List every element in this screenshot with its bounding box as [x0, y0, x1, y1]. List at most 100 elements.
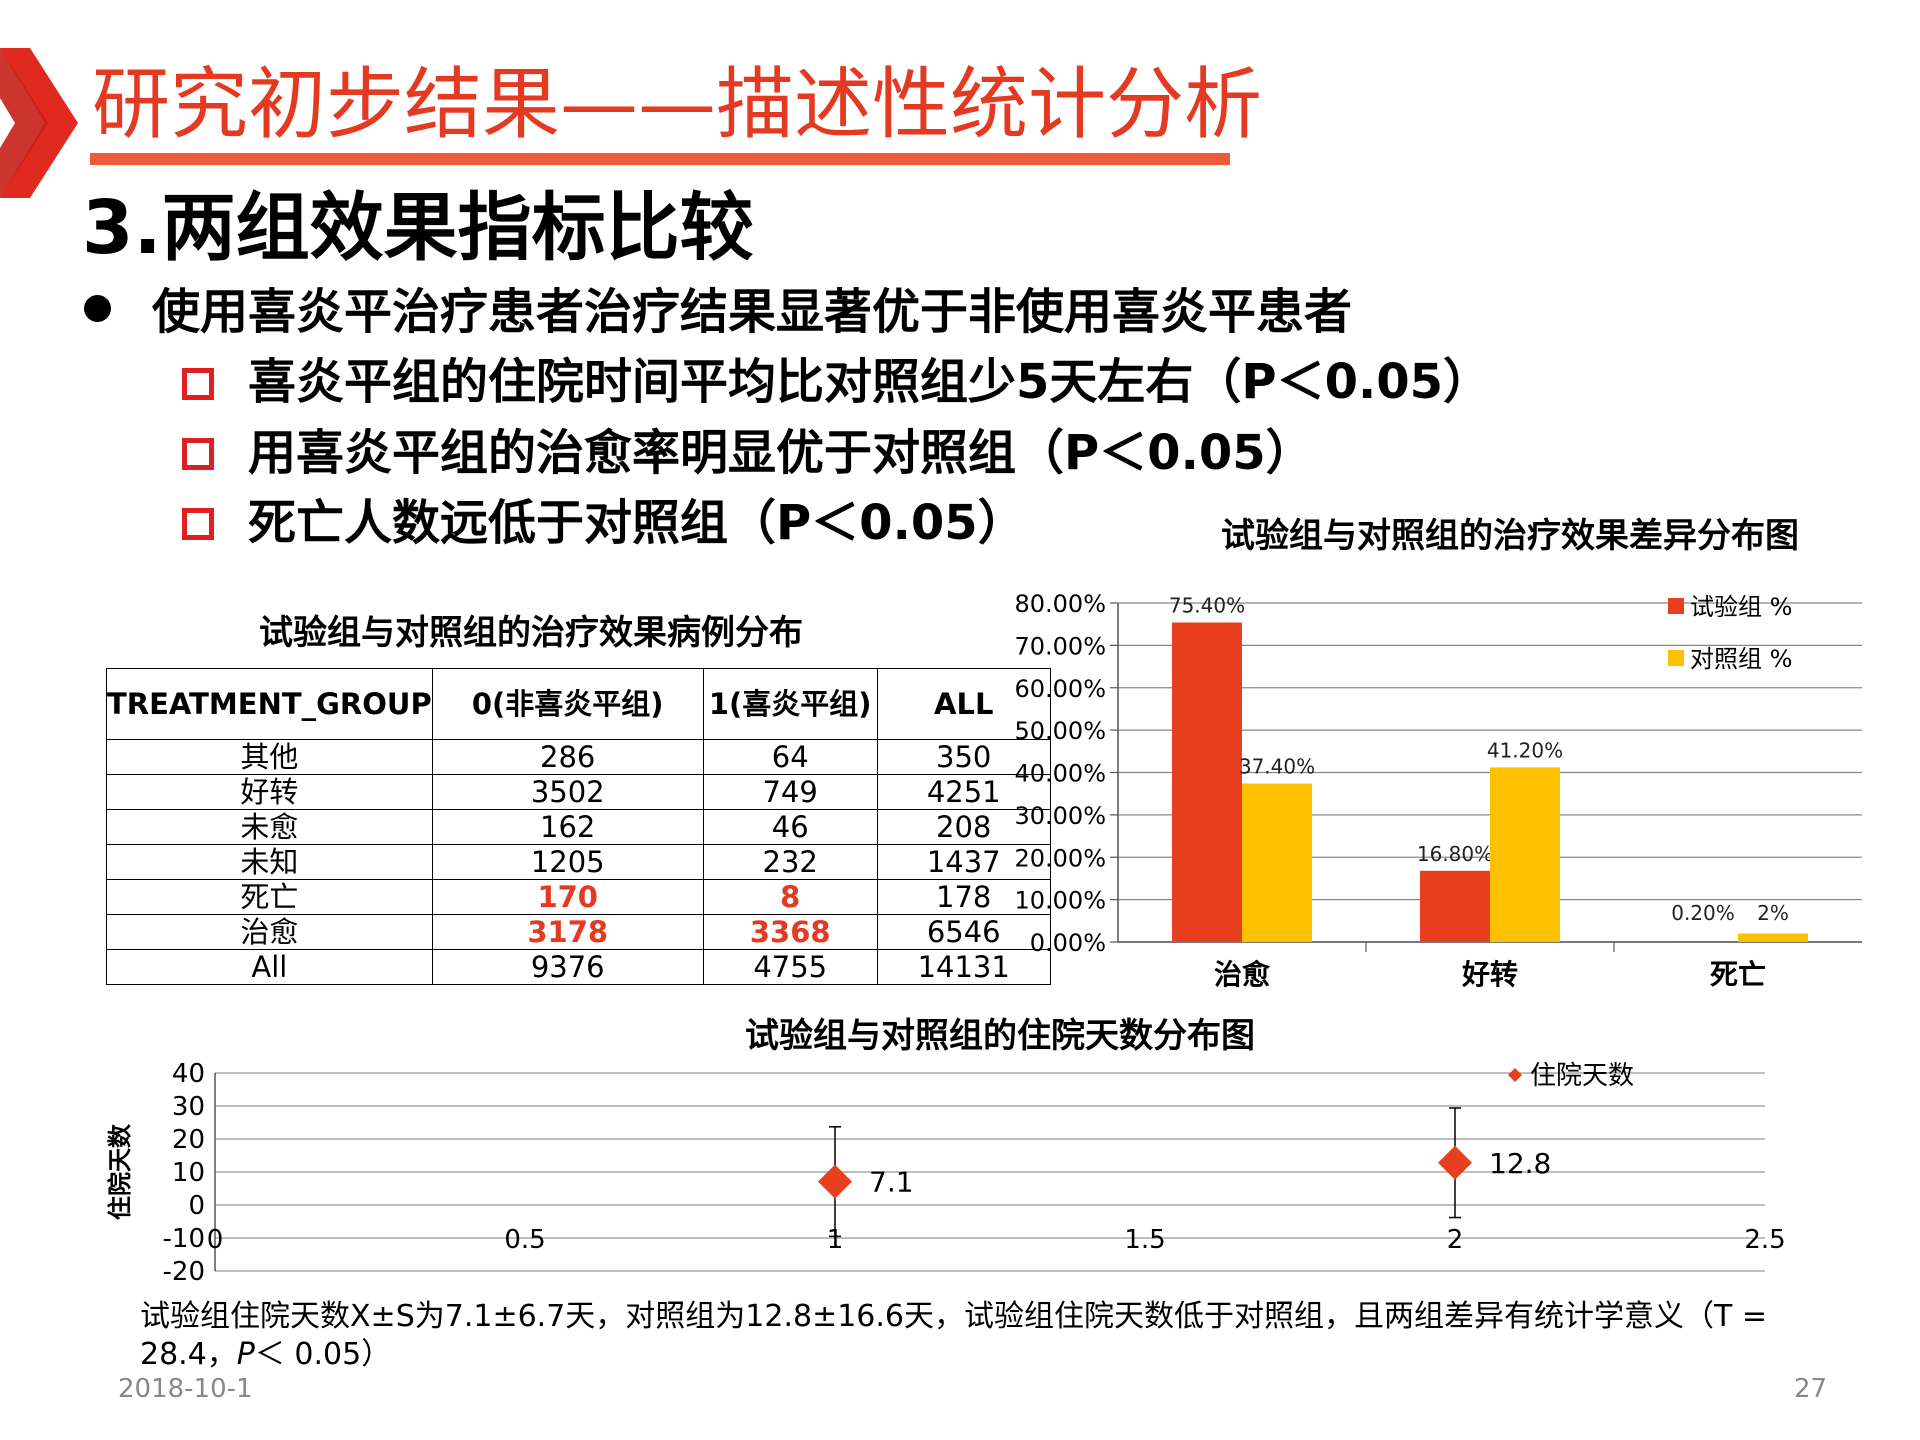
table-cell: 治愈	[106, 914, 433, 950]
slide-title: 研究初步结果——描述性统计分析	[92, 60, 1263, 150]
bar	[1490, 767, 1560, 942]
table-cell: 8	[702, 879, 878, 915]
table-cell: 46	[702, 809, 878, 845]
x-category-label: 好转	[1461, 958, 1518, 991]
y-tick-label: 20	[172, 1125, 205, 1155]
table-row: 未知 1205 232 1437	[106, 844, 1051, 880]
y-tick-label: -10	[163, 1224, 205, 1254]
table-row: 死亡 170 8 178	[106, 879, 1051, 915]
table-cell: 未愈	[106, 809, 433, 845]
table-cell: 其他	[106, 739, 433, 775]
table-cell: 208	[876, 809, 1051, 845]
page-number: 27	[1794, 1374, 1828, 1404]
table-row: 治愈 3178 3368 6546	[106, 914, 1051, 950]
y-tick-label: 10.00%	[1014, 887, 1106, 915]
table-cell: All	[106, 949, 433, 985]
table-cell: 232	[702, 844, 878, 880]
y-tick-label: 60.00%	[1014, 675, 1106, 703]
table-row: 未愈 162 46 208	[106, 809, 1051, 845]
table-cell: 9376	[431, 949, 704, 985]
y-tick-label: 40	[172, 1059, 205, 1089]
data-label: 7.1	[869, 1166, 914, 1199]
table-cell: 未知	[106, 844, 433, 880]
data-label: 41.20%	[1487, 738, 1563, 762]
y-tick-label: 70.00%	[1014, 632, 1106, 660]
table-cell: 死亡	[106, 879, 433, 915]
table-title: 试验组与对照组的治疗效果病例分布	[259, 613, 803, 653]
table-cell: 3502	[431, 774, 704, 810]
table-cell: 1437	[876, 844, 1051, 880]
legend-swatch	[1668, 650, 1684, 666]
legend-swatch	[1668, 598, 1684, 614]
y-tick-label: 50.00%	[1014, 717, 1106, 745]
scatter-chart-title: 试验组与对照组的住院天数分布图	[745, 1016, 1255, 1056]
case-table: TREATMENT_GROUP 0(非喜炎平组) 1(喜炎平组) ALL 其他 …	[106, 668, 1051, 985]
main-bullet: 使用喜炎平治疗患者治疗结果显著优于非使用喜炎平患者	[152, 284, 1353, 340]
footer-note-text: 试验组住院天数X±S为7.1±6.7天，对照组为12.8±16.6天，试验组住院…	[140, 1299, 1768, 1372]
chevron-arrow-icon	[0, 48, 78, 198]
x-tick-label: 2	[1447, 1225, 1464, 1255]
bar	[1738, 933, 1808, 942]
y-tick-label: 40.00%	[1014, 760, 1106, 788]
data-point	[1438, 1145, 1472, 1180]
data-label: 12.8	[1489, 1147, 1551, 1180]
y-tick-label: 30.00%	[1014, 802, 1106, 830]
table-cell: 3178	[431, 914, 704, 950]
legend-label: 住院天数	[1530, 1061, 1634, 1091]
footer-note-end: ＜ 0.05）	[254, 1337, 392, 1372]
table-header: 1(喜炎平组)	[702, 668, 878, 740]
legend-label: 对照组 %	[1690, 645, 1792, 673]
data-label: 75.40%	[1169, 593, 1245, 617]
sub-bullet: 用喜炎平组的治愈率明显优于对照组（P＜0.05）	[248, 425, 1314, 481]
table-row: 其他 286 64 350	[106, 739, 1051, 775]
section-heading: 3.两组效果指标比较	[82, 185, 754, 271]
checkbox-bullet-icon	[182, 368, 214, 400]
y-tick-label: 0.00%	[1030, 929, 1106, 957]
y-tick-label: 30	[172, 1092, 205, 1122]
y-tick-label: -20	[163, 1257, 205, 1285]
data-label: 37.40%	[1239, 755, 1315, 779]
x-tick-label: 0.5	[504, 1225, 545, 1255]
table-cell: 178	[876, 879, 1051, 915]
table-row: All 9376 4755 14131	[106, 949, 1051, 985]
legend-marker	[1508, 1068, 1522, 1082]
bar	[1172, 622, 1242, 942]
x-category-label: 治愈	[1214, 958, 1270, 991]
x-tick-label: 1.5	[1124, 1225, 1165, 1255]
sub-bullet: 喜炎平组的住院时间平均比对照组少5天左右（P＜0.05）	[248, 354, 1492, 410]
bar-chart: 0.00% 10.00% 20.00% 30.00% 40.00% 50.00% 60.00…	[1014, 590, 1862, 991]
data-label: 16.80%	[1417, 842, 1493, 866]
data-label: 0.20%	[1671, 901, 1735, 925]
sub-bullet: 死亡人数远低于对照组（P＜0.05）	[248, 495, 1026, 551]
table-row: 好转 3502 749 4251	[106, 774, 1051, 810]
x-tick-label: 0	[207, 1225, 224, 1255]
bullet-dot	[84, 295, 111, 322]
x-category-label: 死亡	[1710, 958, 1766, 991]
y-tick-label: 80.00%	[1014, 590, 1106, 618]
table-cell: 4755	[702, 949, 878, 985]
table-header: ALL	[876, 668, 1051, 740]
p-symbol: P	[236, 1337, 255, 1372]
bar	[1668, 941, 1738, 942]
table-header: TREATMENT_GROUP	[106, 668, 433, 740]
table-cell: 好转	[106, 774, 433, 810]
table-cell: 1205	[431, 844, 704, 880]
footer-note: 试验组住院天数X±S为7.1±6.7天，对照组为12.8±16.6天，试验组住院…	[140, 1298, 1840, 1374]
table-cell: 286	[431, 739, 704, 775]
table-cell: 14131	[876, 949, 1051, 985]
table-cell: 64	[702, 739, 878, 775]
bar-chart-title: 试验组与对照组的治疗效果差异分布图	[1221, 516, 1799, 556]
table-header: 0(非喜炎平组)	[431, 668, 704, 740]
slide-date: 2018-10-1	[118, 1374, 253, 1404]
legend-label: 试验组 %	[1690, 593, 1792, 621]
y-tick-label: 20.00%	[1014, 844, 1106, 872]
y-tick-label: 0	[188, 1191, 205, 1221]
y-axis-label: 住院天数	[106, 1123, 134, 1220]
checkbox-bullet-icon	[182, 508, 214, 540]
bar	[1242, 783, 1312, 942]
data-label: 2%	[1757, 901, 1789, 925]
checkbox-bullet-icon	[182, 438, 214, 470]
table-cell: 3368	[702, 914, 878, 950]
